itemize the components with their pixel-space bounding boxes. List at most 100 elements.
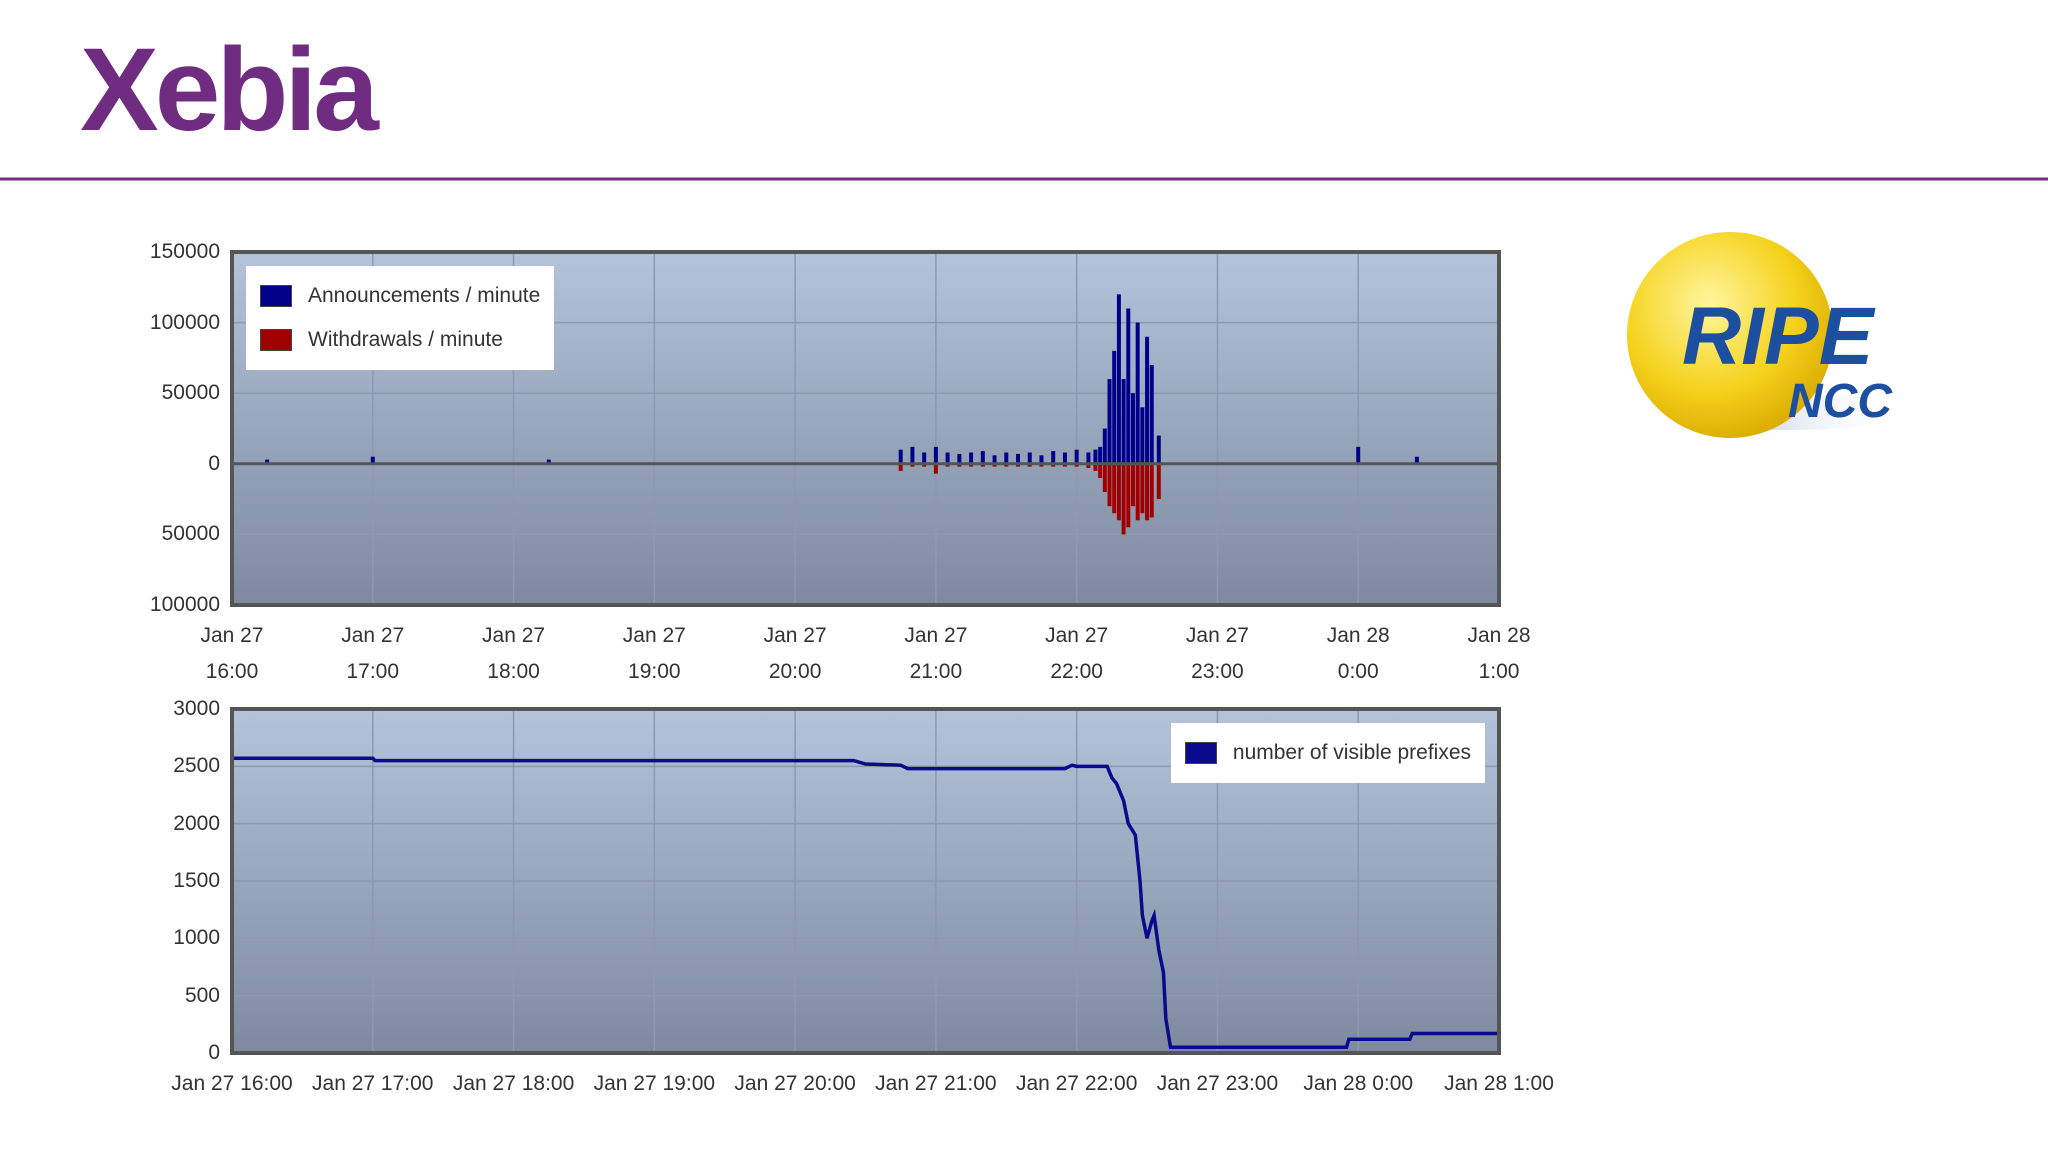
bar — [1074, 449, 1079, 464]
legend-swatch — [260, 329, 292, 351]
bar — [1149, 364, 1154, 464]
bar — [980, 451, 985, 464]
legend-swatch — [260, 285, 292, 307]
bar — [1140, 407, 1145, 464]
bar — [265, 459, 270, 464]
logo: Xebia — [80, 24, 379, 156]
bar — [933, 446, 938, 464]
x-tick-label: Jan 28 0:00 — [1326, 624, 1390, 683]
y-tick-label: 1500 — [173, 869, 220, 892]
bar — [1098, 446, 1103, 464]
bar — [1121, 379, 1126, 464]
x-tick-label: Jan 27 18:00 — [452, 1072, 575, 1095]
badge-ball — [1627, 232, 1833, 438]
x-tick-label: Jan 27 21:00 — [904, 624, 968, 683]
bar — [1093, 449, 1098, 464]
bar — [1086, 452, 1091, 464]
legend-entry: Announcements / minute — [260, 274, 540, 318]
badge-text: RIPE — [1682, 291, 1874, 382]
x-tick-label: Jan 27 21:00 — [875, 1072, 997, 1095]
plot-frame — [230, 707, 1501, 1055]
bar — [1107, 463, 1112, 507]
x-tick-label: Jan 27 17:00 — [341, 624, 405, 683]
bar — [1130, 463, 1135, 507]
bar — [992, 455, 997, 464]
legend-entry: Withdrawals / minute — [260, 318, 540, 362]
bar — [1126, 308, 1131, 464]
legend-label: number of visible prefixes — [1232, 741, 1471, 764]
bar — [957, 453, 962, 464]
y-tick-label: 3000 — [173, 697, 220, 720]
x-tick-label: Jan 27 19:00 — [593, 1072, 716, 1095]
bar — [1098, 463, 1103, 478]
bar — [546, 459, 551, 464]
bar — [1027, 452, 1032, 464]
x-tick-label: Jan 27 20:00 — [763, 624, 827, 683]
bar — [1414, 456, 1419, 464]
bar — [1107, 379, 1112, 464]
legend-entry: number of visible prefixes — [1184, 731, 1471, 775]
x-tick-label: Jan 28 1:00 — [1444, 1072, 1554, 1095]
x-tick-label: Jan 27 23:00 — [1185, 624, 1249, 683]
bar — [1356, 446, 1361, 464]
bar — [898, 463, 903, 471]
x-tick-label: Jan 27 20:00 — [734, 1072, 856, 1095]
y-tick-label: 50000 — [161, 381, 220, 405]
x-tick-label: Jan 27 18:00 — [482, 624, 546, 683]
y-tick-label: 50000 — [161, 522, 220, 546]
x-tick-label: Jan 27 16:00 — [171, 1072, 293, 1095]
bar — [1130, 393, 1135, 464]
x-tick-label: Jan 28 1:00 — [1467, 624, 1531, 683]
y-tick-label: 0 — [208, 451, 220, 475]
bar — [1016, 453, 1021, 464]
legend: Announcements / minute Withdrawals / minu… — [246, 266, 555, 370]
bar — [1116, 294, 1121, 464]
y-tick-label: 150000 — [149, 240, 220, 263]
bar — [370, 456, 375, 464]
y-tick-label: 1000 — [173, 926, 220, 950]
bar — [1102, 428, 1107, 464]
bar — [969, 452, 974, 464]
bar — [1145, 463, 1150, 521]
legend-label: Withdrawals / minute — [308, 328, 503, 351]
bar — [910, 446, 915, 464]
x-tick-label: Jan 27 17:00 — [312, 1072, 434, 1095]
plot-frame — [230, 250, 1501, 607]
bar — [1004, 452, 1009, 464]
y-tick-label: 2500 — [173, 754, 220, 778]
badge-text: NCC — [1788, 375, 1892, 428]
bar — [1112, 463, 1117, 514]
x-tick-label: Jan 27 22:00 — [1045, 624, 1109, 683]
x-tick-label: Jan 27 23:00 — [1156, 1072, 1279, 1095]
bar — [1140, 463, 1145, 514]
bar — [1062, 452, 1067, 464]
x-tick-label: Jan 27 22:00 — [1015, 1072, 1138, 1095]
bar — [1149, 463, 1154, 518]
y-tick-label: 100000 — [149, 593, 220, 616]
bar — [898, 449, 903, 464]
bar — [1126, 463, 1131, 528]
bar — [1112, 350, 1117, 464]
y-tick-label: 500 — [184, 983, 220, 1007]
x-tick-label: Jan 28 0:00 — [1303, 1072, 1414, 1095]
y-tick-label: 0 — [208, 1041, 220, 1064]
bar — [1135, 463, 1140, 521]
bar — [1156, 463, 1161, 500]
bar — [1051, 451, 1056, 464]
x-tick-label: Jan 27 19:00 — [622, 624, 686, 683]
y-tick-label: 100000 — [149, 310, 220, 334]
x-tick-label: Jan 27 16:00 — [200, 624, 264, 683]
bar — [1121, 463, 1126, 535]
legend-swatch — [1184, 742, 1217, 764]
bar — [1156, 435, 1161, 464]
bar — [922, 452, 927, 464]
legend-label: Announcements / minute — [308, 284, 541, 307]
y-tick-label: 2000 — [173, 811, 220, 835]
bar — [1039, 455, 1044, 464]
bar — [1145, 336, 1150, 464]
bar — [945, 452, 950, 464]
bar — [1135, 322, 1140, 464]
bar — [1102, 463, 1107, 493]
